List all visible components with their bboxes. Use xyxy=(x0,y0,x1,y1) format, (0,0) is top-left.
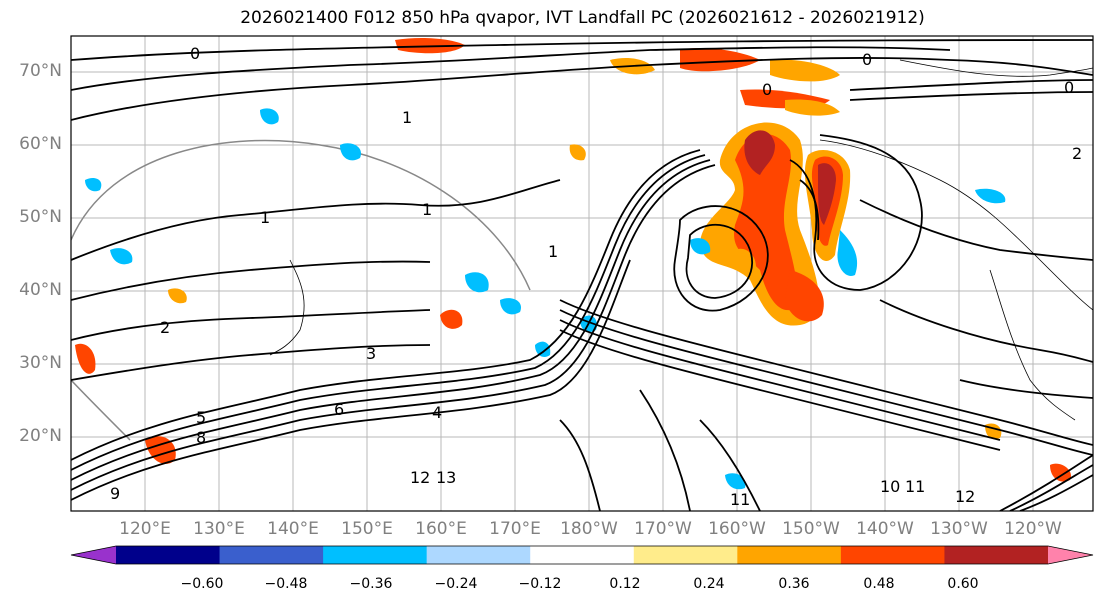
colorbar-segment xyxy=(633,546,738,564)
map-title: 2026021400 F012 850 hPa qvapor, IVT Land… xyxy=(240,8,925,28)
colorbar-segment xyxy=(219,546,324,564)
colorbar-tick: −0.48 xyxy=(264,576,308,592)
contour-label: 1 xyxy=(548,242,559,261)
lon-label-160e: 160°E xyxy=(415,519,467,539)
colorbar-extend-low xyxy=(71,546,116,564)
contour-label: 0 xyxy=(862,50,873,69)
colorbar-segment xyxy=(737,546,842,564)
lat-label-30n: 30°N xyxy=(19,353,62,373)
contour-label: 0 xyxy=(762,80,773,99)
contour-label: 6 xyxy=(334,400,345,419)
contour-label: 12 xyxy=(955,487,976,506)
lon-label-130e: 130°E xyxy=(193,519,245,539)
contour-label: 2 xyxy=(160,318,171,337)
lon-label-120e: 120°E xyxy=(119,519,171,539)
map-panel xyxy=(71,36,1093,511)
contour-label: 13 xyxy=(436,468,457,487)
contour-label: 1 xyxy=(260,208,271,227)
contour-label: 11 xyxy=(730,490,751,509)
lon-label-170e: 170°E xyxy=(489,519,541,539)
colorbar-tick: 0.24 xyxy=(693,576,725,592)
ivt-contours xyxy=(71,39,1093,511)
map-frame xyxy=(70,35,1094,512)
contour-label: 8 xyxy=(196,428,207,447)
lat-label-50n: 50°N xyxy=(19,207,62,227)
coastlines xyxy=(269,59,1093,421)
colorbar-tick: −0.36 xyxy=(349,576,393,592)
colorbar-tick: −0.60 xyxy=(180,576,224,592)
colorbar-segment xyxy=(530,546,635,564)
contour-label: 11 xyxy=(905,477,926,496)
lon-label-120w: 120°W xyxy=(1004,519,1062,539)
contour-label: 5 xyxy=(196,408,207,427)
colorbar-tick: −0.24 xyxy=(434,576,478,592)
contour-label: 12 xyxy=(410,468,431,487)
colorbar-segment xyxy=(840,546,945,564)
lon-label-150w: 150°W xyxy=(782,519,840,539)
lon-label-160w: 160°W xyxy=(708,519,766,539)
colorbar-tick: −0.12 xyxy=(518,576,562,592)
colorbar-segment xyxy=(944,546,1049,564)
colorbar-segment xyxy=(323,546,428,564)
contour-label: 9 xyxy=(110,484,121,503)
contour-label: 1 xyxy=(422,200,433,219)
contour-label: 2 xyxy=(1072,144,1083,163)
lon-label-140w: 140°W xyxy=(856,519,914,539)
contour-label: 0 xyxy=(190,44,201,63)
colorbar-segment xyxy=(116,546,221,564)
contour-label: 4 xyxy=(432,403,443,422)
lon-label-180w: 180°W xyxy=(560,519,618,539)
colorbar-tick: 0.36 xyxy=(778,576,810,592)
contour-label: 1 xyxy=(402,108,413,127)
colorbar-extend-high xyxy=(1048,546,1093,564)
anomaly-shading xyxy=(75,37,1071,490)
lat-label-60n: 60°N xyxy=(19,134,62,154)
contour-label: 10 xyxy=(880,477,901,496)
colorbar-tick: 0.12 xyxy=(609,576,641,592)
contour-label: 3 xyxy=(366,344,377,363)
colorbar xyxy=(70,545,1094,565)
colorbar-tick: 0.60 xyxy=(947,576,979,592)
lat-label-40n: 40°N xyxy=(19,280,62,300)
colorbar-segment xyxy=(426,546,531,564)
lat-label-70n: 70°N xyxy=(19,61,62,81)
lat-label-20n: 20°N xyxy=(19,426,62,446)
lon-label-170w: 170°W xyxy=(634,519,692,539)
domain-boundary xyxy=(71,139,531,291)
lon-label-150e: 150°E xyxy=(341,519,393,539)
lon-label-140e: 140°E xyxy=(267,519,319,539)
contour-label: 0 xyxy=(1064,78,1075,97)
colorbar-tick: 0.48 xyxy=(863,576,895,592)
lon-label-130w: 130°W xyxy=(930,519,988,539)
